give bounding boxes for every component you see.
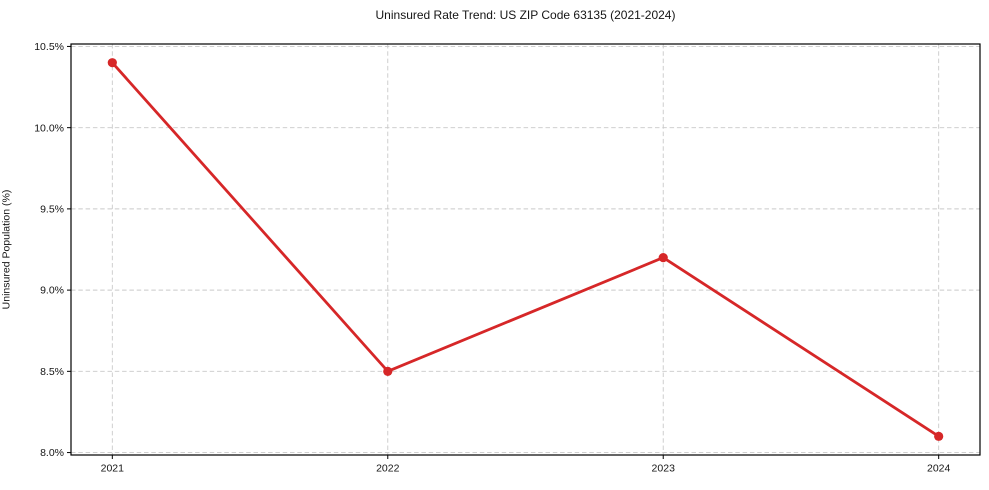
y-tick-label: 10.0%	[34, 122, 64, 134]
y-tick-label: 8.0%	[40, 447, 64, 459]
data-point-marker	[934, 431, 944, 441]
chart-title: Uninsured Rate Trend: US ZIP Code 63135 …	[375, 8, 676, 22]
plot-border	[70, 43, 981, 456]
x-tick-label: 2022	[376, 463, 400, 475]
x-tick-label: 2021	[101, 463, 125, 475]
y-tick-label: 10.5%	[34, 41, 64, 53]
data-point-marker	[383, 366, 393, 376]
y-tick-label: 8.5%	[40, 366, 64, 378]
y-tick-label: 9.5%	[40, 203, 64, 215]
x-tick-label: 2024	[927, 463, 951, 475]
trend-line	[110, 61, 941, 438]
x-tick-label: 2023	[652, 463, 676, 475]
data-point-marker	[658, 253, 668, 263]
y-tick-label: 9.0%	[40, 285, 64, 297]
data-point-marker	[107, 58, 117, 68]
